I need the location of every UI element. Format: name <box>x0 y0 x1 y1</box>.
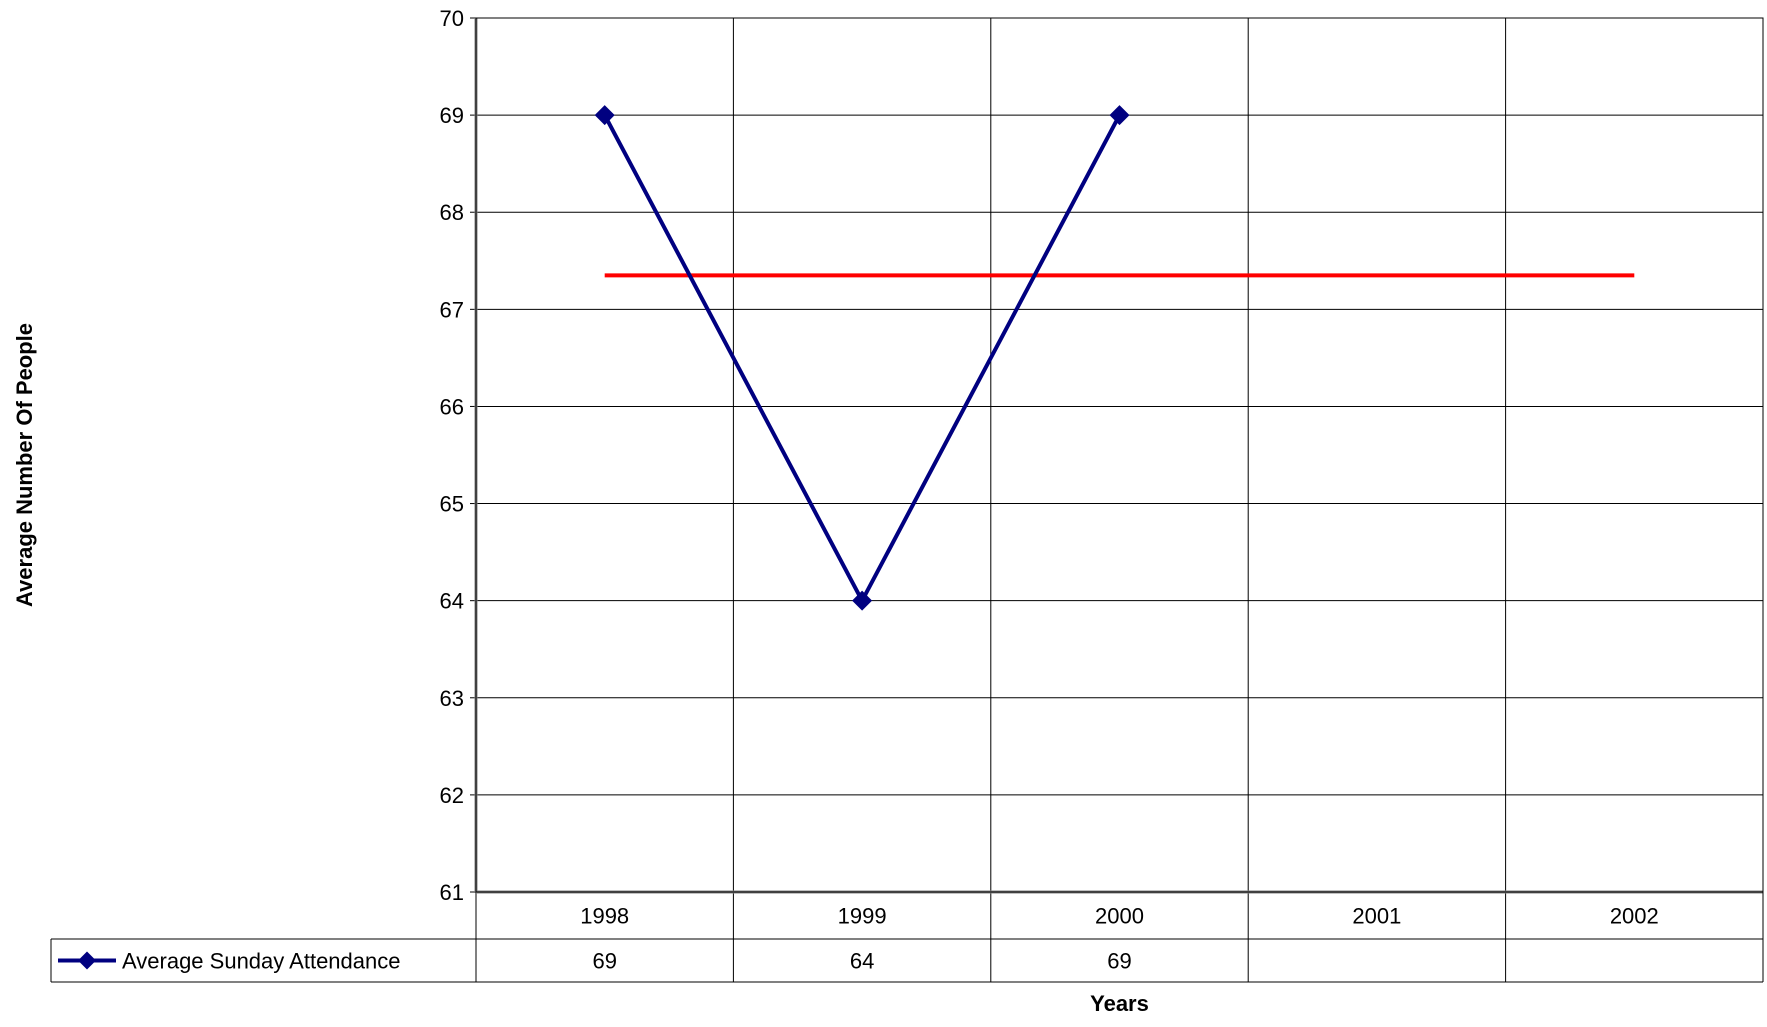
x-tick-label: 2002 <box>1610 904 1659 929</box>
plot-border <box>475 17 1764 893</box>
y-tick-label: 64 <box>440 589 464 614</box>
data-point-marker <box>1109 105 1130 126</box>
y-tick-label: 61 <box>440 880 464 905</box>
data-point-marker <box>852 590 873 611</box>
plot-area <box>476 18 1763 892</box>
data-table-cell: 69 <box>592 949 616 974</box>
y-tick-label: 69 <box>440 103 464 128</box>
y-tick-label: 67 <box>440 297 464 322</box>
y-tick-label: 70 <box>440 6 464 31</box>
x-axis-title: Years <box>1090 991 1149 1016</box>
y-tick-label: 65 <box>440 492 464 517</box>
legend-diamond-marker <box>78 951 96 970</box>
x-tick-label: 2001 <box>1352 904 1401 929</box>
x-tick-label: 2000 <box>1095 904 1144 929</box>
legend-series-label: Average Sunday Attendance <box>122 949 400 974</box>
x-tick-label: 1999 <box>838 904 887 929</box>
y-axis-title: Average Number Of People <box>12 323 37 607</box>
data-point-marker <box>594 105 615 126</box>
y-tick-label: 66 <box>440 394 464 419</box>
data-table-cell: 64 <box>850 949 874 974</box>
y-tick-label: 63 <box>440 686 464 711</box>
data-table-cell: 69 <box>1107 949 1131 974</box>
y-tick-label: 68 <box>440 200 464 225</box>
y-tick-label: 62 <box>440 783 464 808</box>
x-tick-label: 1998 <box>580 904 629 929</box>
